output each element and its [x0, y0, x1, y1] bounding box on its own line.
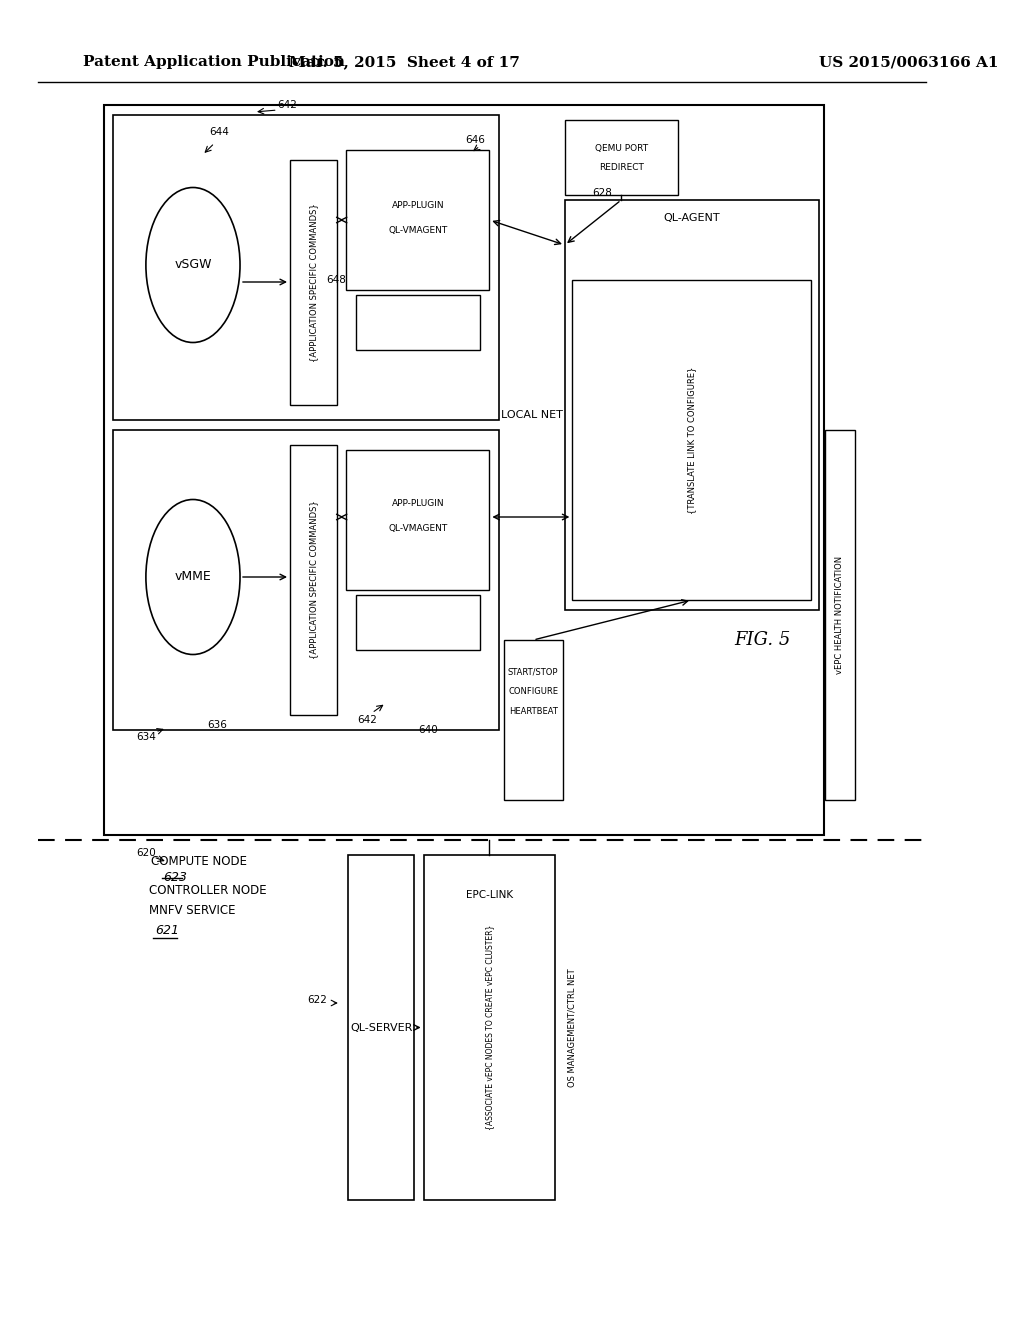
- Text: 648: 648: [327, 275, 346, 285]
- Text: COMPUTE NODE: COMPUTE NODE: [151, 855, 247, 869]
- Text: HEARTBEAT: HEARTBEAT: [509, 708, 558, 717]
- Text: {TRANSLATE LINK TO CONFIGURE}: {TRANSLATE LINK TO CONFIGURE}: [687, 367, 696, 513]
- Text: Patent Application Publication: Patent Application Publication: [83, 55, 345, 69]
- Bar: [113, 430, 499, 730]
- Text: US 2015/0063166 A1: US 2015/0063166 A1: [819, 55, 998, 69]
- Text: QL-VMAGENT: QL-VMAGENT: [388, 524, 447, 532]
- Bar: [355, 595, 480, 649]
- Bar: [504, 640, 563, 800]
- Text: QEMU PORT: QEMU PORT: [595, 144, 648, 153]
- Bar: [824, 430, 855, 800]
- Text: REDIRECT: REDIRECT: [599, 164, 644, 173]
- Text: 640: 640: [419, 725, 438, 735]
- Text: {ASSOCIATE vEPC NODES TO CREATE vEPC CLUSTER}: {ASSOCIATE vEPC NODES TO CREATE vEPC CLU…: [485, 925, 494, 1130]
- Text: CONTROLLER NODE: CONTROLLER NODE: [148, 883, 266, 896]
- Text: vEPC HEALTH NOTIFICATION: vEPC HEALTH NOTIFICATION: [836, 556, 844, 675]
- Text: CONFIGURE: CONFIGURE: [508, 688, 558, 697]
- Text: 622: 622: [307, 995, 328, 1005]
- Bar: [424, 855, 555, 1200]
- Text: MNFV SERVICE: MNFV SERVICE: [148, 903, 236, 916]
- Bar: [346, 450, 489, 590]
- Text: APP-PLUGIN: APP-PLUGIN: [391, 201, 444, 210]
- Text: 634: 634: [136, 733, 156, 742]
- Text: EPC-LINK: EPC-LINK: [466, 890, 513, 900]
- Bar: [565, 120, 678, 195]
- Bar: [113, 115, 499, 420]
- Bar: [290, 160, 337, 405]
- Text: QL-AGENT: QL-AGENT: [664, 213, 720, 223]
- Text: 644: 644: [209, 127, 228, 137]
- Bar: [103, 106, 823, 836]
- Text: 642: 642: [278, 100, 297, 110]
- Text: 620: 620: [136, 847, 156, 858]
- Text: QL-SERVER: QL-SERVER: [350, 1023, 413, 1032]
- Text: APP-PLUGIN: APP-PLUGIN: [391, 499, 444, 507]
- Text: 646: 646: [465, 135, 484, 145]
- Text: 628: 628: [593, 187, 612, 198]
- Text: QL-VMAGENT: QL-VMAGENT: [388, 226, 447, 235]
- Bar: [346, 150, 489, 290]
- Text: vMME: vMME: [174, 570, 211, 583]
- Text: 636: 636: [207, 719, 227, 730]
- Text: {APPLICATION SPECIFIC COMMANDS}: {APPLICATION SPECIFIC COMMANDS}: [309, 500, 317, 660]
- Text: OS MANAGEMENT/CTRL NET: OS MANAGEMENT/CTRL NET: [567, 968, 577, 1086]
- Text: Mar. 5, 2015  Sheet 4 of 17: Mar. 5, 2015 Sheet 4 of 17: [290, 55, 520, 69]
- Text: 623: 623: [163, 871, 186, 884]
- Text: START/STOP: START/STOP: [508, 668, 558, 676]
- Bar: [565, 201, 819, 610]
- Text: vSGW: vSGW: [174, 259, 212, 272]
- Text: {APPLICATION SPECIFIC COMMANDS}: {APPLICATION SPECIFIC COMMANDS}: [309, 203, 317, 362]
- Text: LOCAL NET: LOCAL NET: [501, 411, 563, 420]
- Text: FIG. 5: FIG. 5: [734, 631, 791, 649]
- Bar: [290, 445, 337, 715]
- Bar: [348, 855, 414, 1200]
- Text: 642: 642: [357, 715, 377, 725]
- Text: 621: 621: [156, 924, 179, 936]
- Bar: [572, 280, 811, 601]
- Bar: [355, 294, 480, 350]
